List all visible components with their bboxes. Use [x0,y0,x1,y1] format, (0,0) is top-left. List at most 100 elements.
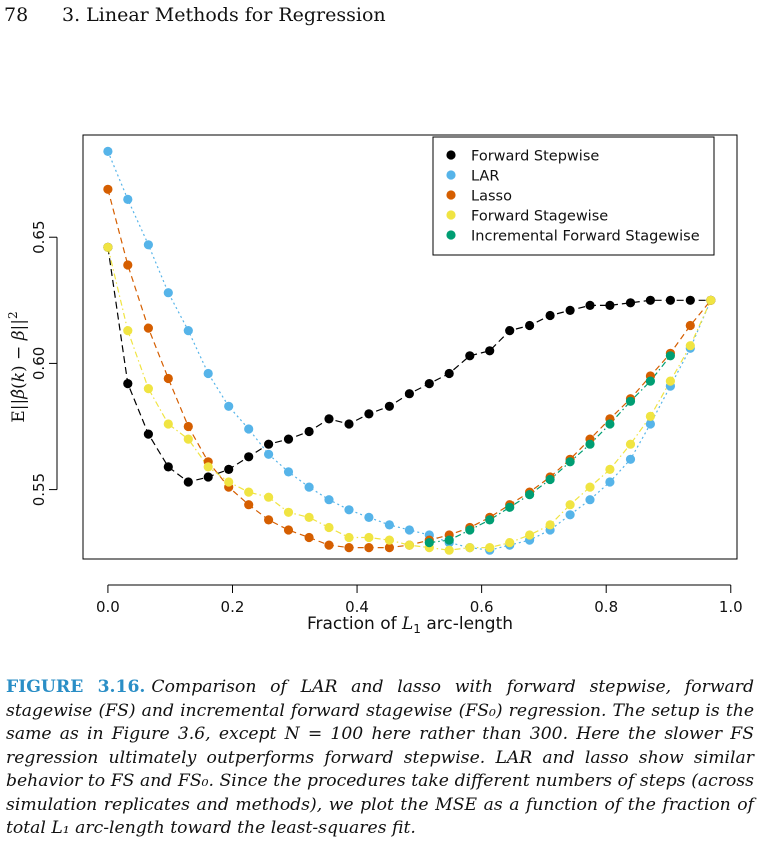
data-point-s3-0 [103,242,113,252]
data-point-s2-12 [344,543,354,553]
data-point-s3-8 [264,492,274,502]
data-point-s1-25 [605,477,615,487]
data-point-s0-21 [525,320,535,331]
data-point-s0-13 [364,409,374,419]
data-point-s3-4 [183,434,193,444]
data-point-s0-23 [565,305,575,315]
chapter-title: 3. Linear Methods for Regression [62,4,386,26]
legend-marker-1 [446,170,456,180]
data-point-s1-26 [625,454,636,464]
data-point-s1-24 [585,495,595,505]
data-point-s3-20 [505,538,515,548]
data-point-s2-29 [685,320,695,331]
figure-caption: FIGURE 3.16. Comparison of LAR and lasso … [6,676,754,841]
data-point-s3-27 [645,411,656,421]
data-point-s3-28 [665,376,676,386]
data-point-s3-25 [605,464,615,474]
legend-label-3: Forward Stagewise [471,209,608,225]
data-point-s4-12 [665,351,676,361]
data-point-s0-1 [123,379,133,389]
x-tick-label-5: 1.0 [719,598,743,616]
data-point-s0-7 [244,452,254,462]
figure-label: FIGURE 3.16. [6,677,146,697]
data-point-s1-5 [203,368,213,379]
data-point-s3-6 [224,477,234,487]
data-point-s1-8 [264,449,274,459]
data-point-s4-8 [585,439,595,449]
data-point-s4-2 [465,525,475,535]
data-point-s3-26 [625,439,636,449]
data-point-s3-22 [545,520,555,530]
x-axis-label: Fraction of L1 arc-length [307,614,513,636]
data-point-s1-2 [143,240,153,250]
legend-marker-3 [446,210,456,220]
data-point-s3-21 [525,530,535,540]
data-point-s3-15 [404,540,414,550]
data-point-s0-27 [645,295,656,305]
data-point-s3-1 [123,326,133,336]
data-point-s0-26 [625,298,636,308]
data-point-s3-11 [324,522,334,533]
data-point-s4-1 [444,535,454,545]
data-point-s0-29 [685,295,695,305]
data-point-s0-20 [505,326,515,336]
x-tick-label-0: 0.0 [96,598,120,616]
data-point-s2-7 [244,500,254,510]
data-point-s3-14 [384,535,394,545]
data-point-s3-18 [465,543,475,553]
legend-box [432,136,715,256]
data-point-s1-4 [183,326,193,336]
data-point-s0-18 [465,351,475,361]
data-point-s1-7 [244,424,254,434]
data-point-s3-13 [364,532,374,543]
data-point-s3-19 [485,543,495,553]
data-point-s0-4 [183,477,193,487]
data-point-s2-2 [143,323,153,333]
data-point-s2-9 [283,525,294,535]
data-point-s4-4 [505,502,515,512]
data-point-s1-14 [384,520,394,530]
data-point-s0-8 [264,439,274,449]
data-point-s0-15 [404,389,414,399]
y-tick-label-1: 0.60 [30,347,48,380]
data-point-s1-10 [304,482,314,492]
data-point-s0-9 [283,434,294,444]
data-point-s0-5 [203,472,213,482]
data-point-s2-11 [324,540,334,550]
data-point-s0-28 [665,295,676,305]
series-line-4 [429,355,671,544]
data-point-s1-27 [645,419,656,429]
y-tick-label-0: 0.55 [30,473,48,506]
data-point-s0-6 [224,464,234,474]
mse-chart: 0.0 0.2 0.4 0.6 0.8 1.0 0.55 0.60 0.65 Fraction … [6,134,743,636]
data-point-s4-9 [605,419,615,429]
legend-label-1: LAR [471,169,499,185]
data-point-s0-19 [485,346,495,356]
data-point-s0-24 [585,300,595,310]
legend-marker-2 [446,190,456,200]
data-point-s3-3 [163,419,173,429]
data-point-s3-30 [706,295,716,305]
legend-marker-0 [446,150,456,160]
data-point-s1-1 [123,194,133,204]
data-point-s2-10 [304,532,314,543]
data-point-s0-14 [384,401,394,411]
data-point-s0-12 [344,419,354,429]
data-point-s4-6 [545,474,555,485]
data-point-s1-0 [103,146,113,156]
data-point-s0-10 [304,426,314,437]
data-point-s0-16 [424,379,434,389]
data-point-s1-3 [163,288,173,298]
data-point-s1-9 [283,467,294,477]
data-point-s4-10 [625,396,636,406]
y-tick-label-2: 0.65 [30,221,48,254]
data-point-s4-5 [525,490,535,500]
data-point-s2-4 [183,421,193,432]
data-point-s3-29 [685,341,695,351]
page-number: 78 [4,4,29,26]
plot-frame [82,134,738,560]
series-line-3 [107,247,712,551]
legend-label-0: Forward Stepwise [471,149,599,165]
data-point-s0-11 [324,414,334,424]
data-point-s2-8 [264,515,274,525]
